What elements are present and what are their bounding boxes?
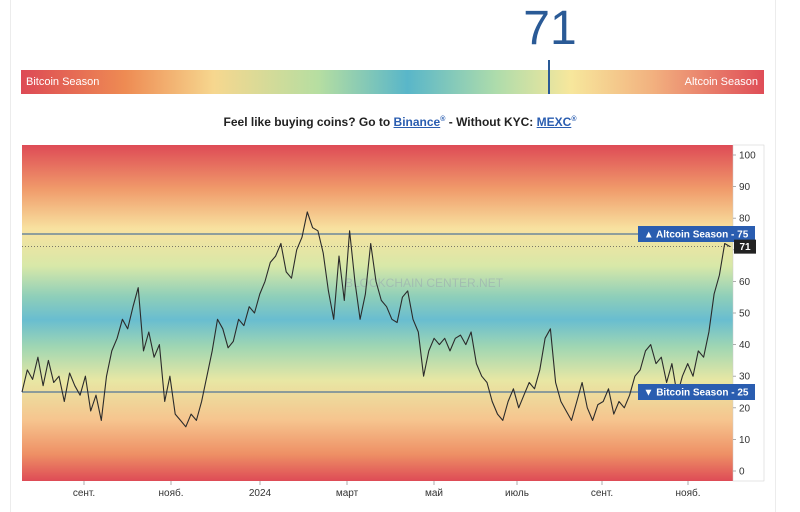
x-tick-label: март [336, 488, 359, 499]
y-tick-label: 90 [739, 182, 751, 193]
x-tick-label: сент. [591, 488, 613, 499]
current-value-badge [734, 239, 756, 254]
binance-link[interactable]: Binance [393, 115, 441, 129]
x-tick-label: сент. [73, 488, 95, 499]
bitcoin-season-label: Bitcoin Season [26, 76, 100, 88]
promo-prefix: Feel like buying coins? Go to [223, 115, 391, 129]
reference-badge-label: ▼ Bitcoin Season - 25 [644, 388, 749, 399]
y-tick-label: 20 [739, 403, 751, 414]
x-tick-label: 2024 [249, 488, 272, 499]
promo-middle: - Without KYC: [448, 115, 534, 129]
y-tick-label: 80 [739, 214, 751, 225]
y-tick-label: 40 [739, 340, 751, 351]
reference-badge-label: ▲ Altcoin Season - 75 [644, 230, 749, 241]
y-tick-label: 50 [739, 309, 751, 320]
reference-badge [638, 384, 755, 400]
watermark: BLOCKCHAIN CENTER.NET [345, 276, 504, 290]
altcoin-index-value: 71 [523, 2, 577, 55]
y-tick-label: 30 [739, 372, 751, 383]
y-tick-label: 60 [739, 277, 751, 288]
x-tick-label: май [425, 488, 443, 499]
y-tick-label: 100 [739, 151, 756, 162]
plot-background [22, 145, 733, 481]
series-line [21, 211, 731, 428]
x-tick-label: нояб. [158, 487, 183, 499]
current-value-label: 71 [739, 242, 751, 253]
altcoin-season-label: Altcoin Season [684, 76, 758, 88]
x-tick-label: нояб. [675, 487, 700, 499]
index-marker [547, 60, 550, 94]
y-tick-label: 10 [739, 435, 751, 446]
x-tick-label: июль [505, 488, 529, 499]
promo-line: Feel like buying coins? Go to Binance® -… [0, 115, 800, 129]
y-tick-label: 0 [739, 467, 745, 478]
reference-badge [638, 226, 755, 242]
mexc-link[interactable]: MEXC [536, 115, 572, 129]
season-gradient-bar: Bitcoin Season Altcoin Season [21, 60, 764, 94]
binance-mark: ® [440, 116, 446, 123]
y-axis-area [732, 144, 765, 482]
mexc-mark: ® [571, 116, 577, 123]
